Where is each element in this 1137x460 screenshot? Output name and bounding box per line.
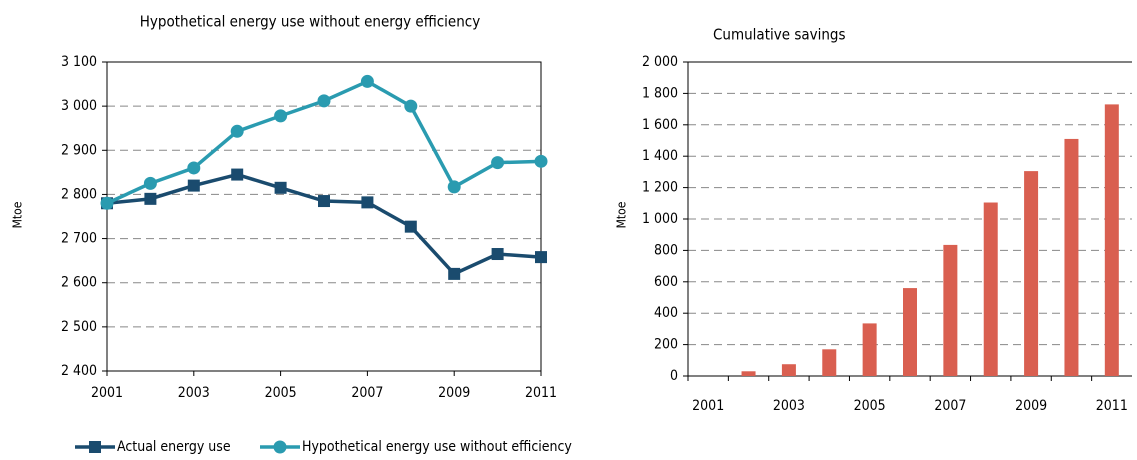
y-tick-label: 800: [654, 242, 678, 258]
bar: [781, 364, 796, 376]
marker: [100, 196, 114, 210]
y-tick-label: 200: [654, 337, 678, 353]
y-tick-label: 2 700: [61, 231, 97, 247]
legend-label: Hypothetical energy use without efficien…: [302, 439, 572, 455]
y-tick-label: 1 200: [642, 180, 678, 196]
marker: [231, 168, 244, 181]
marker: [187, 179, 200, 192]
bar: [1104, 104, 1119, 376]
y-tick-label: 0: [670, 368, 678, 384]
bar: [862, 323, 877, 376]
marker: [230, 124, 244, 138]
marker: [318, 195, 330, 208]
y-tick-label: 2 900: [61, 142, 97, 158]
x-tick-label: 2003: [178, 385, 210, 401]
x-tick-label: 2009: [1015, 398, 1047, 414]
y-tick-label: 3 100: [61, 54, 97, 70]
y-tick-label: 2 500: [61, 319, 97, 335]
marker: [143, 176, 157, 190]
marker: [187, 161, 201, 175]
marker: [360, 74, 374, 88]
bar: [1064, 138, 1079, 376]
y-tick-label: 1 800: [642, 85, 678, 101]
x-tick-label: 2001: [692, 398, 724, 414]
y-tick-label: 1 400: [642, 148, 678, 164]
marker: [404, 220, 417, 233]
legend-label: Actual energy use: [117, 439, 231, 455]
x-tick-label: 2011: [525, 385, 557, 401]
x-tick-label: 2003: [773, 398, 805, 414]
legend-marker: [89, 441, 101, 453]
x-tick-label: 2007: [351, 385, 383, 401]
x-tick-label: 2005: [854, 398, 886, 414]
bar: [1024, 171, 1039, 376]
bar: [903, 288, 917, 376]
y-tick-label: 600: [654, 274, 678, 290]
marker: [447, 180, 461, 194]
marker: [274, 109, 288, 123]
marker: [274, 181, 287, 194]
marker: [448, 267, 461, 280]
x-tick-label: 2005: [265, 385, 297, 401]
marker: [361, 196, 374, 209]
marker: [491, 156, 505, 170]
bar: [741, 371, 756, 376]
y-tick-label: 2 800: [61, 186, 97, 202]
y-axis-label: Mtoe: [615, 201, 629, 228]
y-tick-label: 2 600: [61, 275, 97, 291]
marker: [535, 251, 547, 264]
bar: [983, 202, 998, 376]
x-tick-label: 2011: [1096, 398, 1128, 414]
chart-title: Hypothetical energy use without energy e…: [140, 13, 480, 31]
bar: [822, 349, 837, 376]
x-tick-label: 2009: [438, 385, 470, 401]
y-tick-label: 1 600: [642, 117, 678, 133]
y-tick-label: 2 400: [61, 363, 97, 379]
chart-title: Cumulative savings: [713, 26, 846, 44]
bar: [943, 244, 958, 376]
marker: [491, 248, 504, 261]
y-tick-label: 3 000: [61, 98, 97, 114]
marker: [404, 99, 418, 113]
y-tick-label: 1 000: [642, 211, 678, 227]
x-tick-label: 2007: [934, 398, 966, 414]
marker: [144, 192, 157, 205]
y-axis-label: Mtoe: [11, 201, 25, 228]
legend-marker: [273, 440, 287, 454]
plot-frame: [106, 61, 542, 372]
marker: [534, 154, 548, 168]
x-tick-label: 2001: [91, 385, 123, 401]
series-line: [106, 172, 542, 277]
marker: [317, 94, 331, 108]
y-tick-label: 400: [654, 305, 678, 321]
y-tick-label: 2 000: [642, 54, 678, 70]
